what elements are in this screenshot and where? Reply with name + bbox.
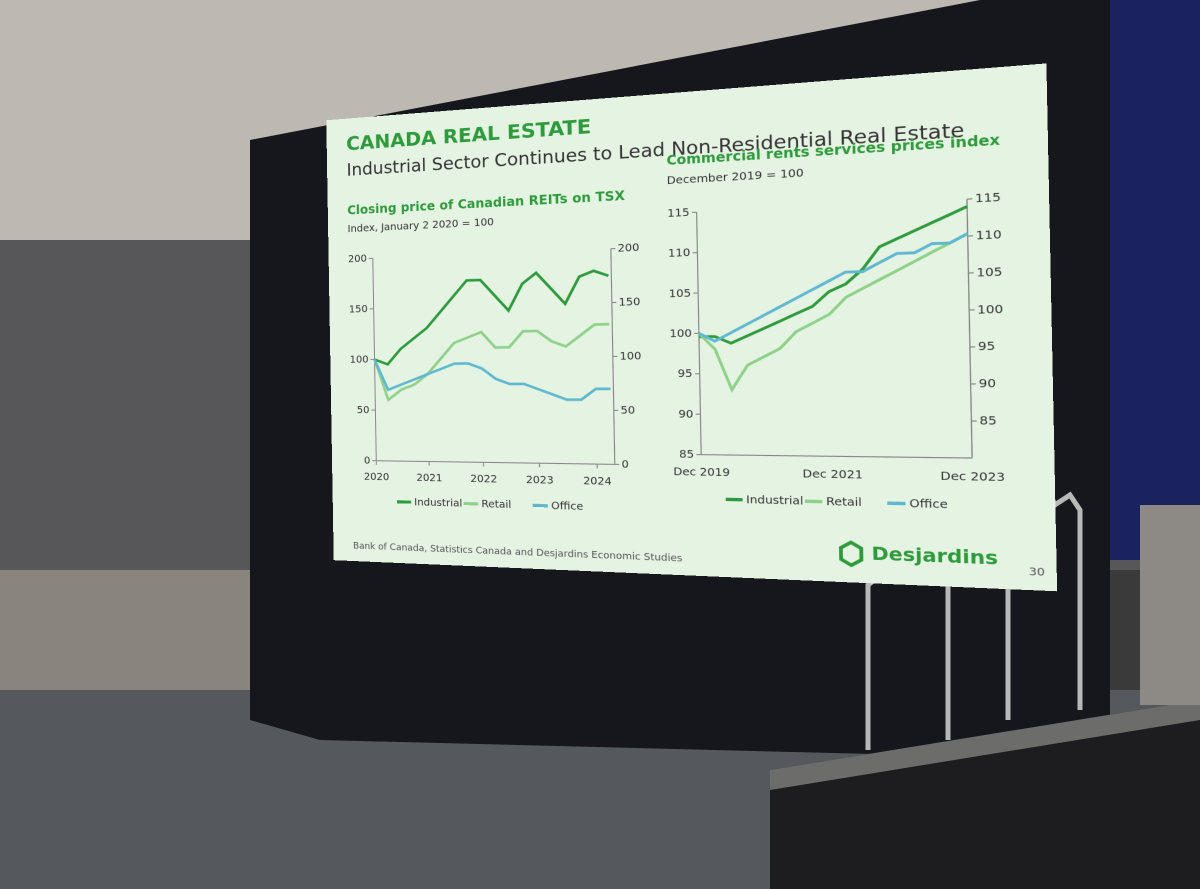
y2-tick-label: 0 <box>621 459 628 471</box>
x-tick-label: Dec 2023 <box>940 470 1005 484</box>
y2-tick-label: 105 <box>976 266 1002 280</box>
x-tick-label: Dec 2019 <box>673 466 730 479</box>
y2-tick-label: 100 <box>977 303 1003 317</box>
x-tick-label: 2021 <box>416 473 442 485</box>
legend-label: Industrial <box>746 494 804 508</box>
y-tick-label: 85 <box>679 449 694 461</box>
axis <box>376 461 615 465</box>
y2-tick-label: 100 <box>620 351 642 363</box>
y2-tick-label: 150 <box>619 296 641 309</box>
source: Bank of Canada, Statistics Canada and De… <box>353 541 683 565</box>
y-tick-label: 95 <box>678 368 693 380</box>
x-tick-label: 2023 <box>526 475 554 487</box>
y-tick-label: 200 <box>348 253 367 265</box>
y2-tick-label: 90 <box>979 378 996 391</box>
y2-tick-label: 115 <box>975 191 1001 205</box>
legend-label: Retail <box>826 496 862 510</box>
y2-tick-label: 110 <box>976 229 1002 243</box>
series-line <box>374 324 611 400</box>
y-tick-label: 115 <box>667 207 689 220</box>
y-tick-label: 0 <box>364 455 370 466</box>
chart-subtitle: December 2019 = 100 <box>667 167 804 187</box>
logo: Desjardins <box>871 542 998 569</box>
blue-light <box>1110 0 1200 560</box>
y-tick-label: 100 <box>669 328 691 341</box>
chart-subtitle: Index, January 2 2020 = 100 <box>348 217 494 235</box>
series-line <box>373 270 610 364</box>
slide: CANADA REAL ESTATE Industrial Sector Con… <box>326 63 1057 591</box>
x-tick-label: 2024 <box>583 476 612 489</box>
axis <box>967 199 972 458</box>
y2-tick-label: 95 <box>978 341 995 354</box>
y-tick-label: 50 <box>357 405 370 416</box>
legend-label: Industrial <box>414 497 462 510</box>
legend-label: Office <box>551 500 583 513</box>
y2-tick-label: 85 <box>979 415 996 428</box>
x-tick-label: 2020 <box>364 472 389 484</box>
y-tick-label: 150 <box>349 304 368 316</box>
y-tick-label: 90 <box>678 409 693 421</box>
series-line <box>375 357 611 400</box>
y2-tick-label: 50 <box>620 405 635 417</box>
chart-title: Closing price of Canadian REITs on TSX <box>347 188 625 218</box>
legend-label: Retail <box>481 499 511 511</box>
x-tick-label: Dec 2021 <box>802 468 863 482</box>
panel <box>1140 505 1200 705</box>
page-number: 30 <box>1029 567 1046 580</box>
series-line <box>697 234 969 342</box>
x-tick-label: 2022 <box>470 474 497 486</box>
y-tick-label: 110 <box>668 247 690 260</box>
y-tick-label: 100 <box>350 354 369 365</box>
axis <box>701 455 972 458</box>
legend-label: Office <box>909 498 948 512</box>
y2-tick-label: 200 <box>618 242 640 255</box>
series-line <box>697 207 970 344</box>
logo-mark <box>841 542 862 566</box>
series-line <box>697 234 970 390</box>
y-tick-label: 105 <box>669 288 691 301</box>
